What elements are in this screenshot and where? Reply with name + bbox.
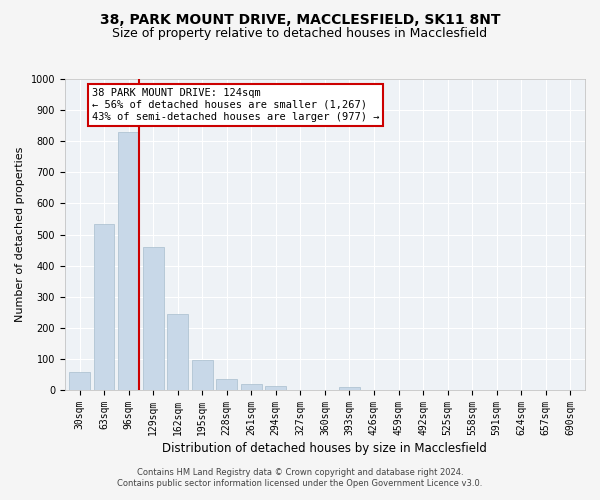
Bar (69, 372, 90, 390)
Bar (118, 132, 139, 390)
Bar (339, 387, 360, 390)
Text: 38, PARK MOUNT DRIVE, MACCLESFIELD, SK11 8NT: 38, PARK MOUNT DRIVE, MACCLESFIELD, SK11… (100, 12, 500, 26)
Text: Contains HM Land Registry data © Crown copyright and database right 2024.
Contai: Contains HM Land Registry data © Crown c… (118, 468, 482, 487)
Text: 38 PARK MOUNT DRIVE: 124sqm
← 56% of detached houses are smaller (1,267)
43% of : 38 PARK MOUNT DRIVE: 124sqm ← 56% of det… (92, 88, 379, 122)
Text: Size of property relative to detached houses in Macclesfield: Size of property relative to detached ho… (112, 28, 488, 40)
Bar (217, 379, 237, 390)
Y-axis label: Number of detached properties: Number of detached properties (15, 147, 25, 322)
Bar (143, 247, 164, 390)
Bar (265, 386, 286, 390)
Bar (94, 224, 115, 390)
Bar (192, 360, 212, 390)
X-axis label: Distribution of detached houses by size in Macclesfield: Distribution of detached houses by size … (163, 442, 487, 455)
Bar (167, 314, 188, 390)
Bar (241, 384, 262, 390)
